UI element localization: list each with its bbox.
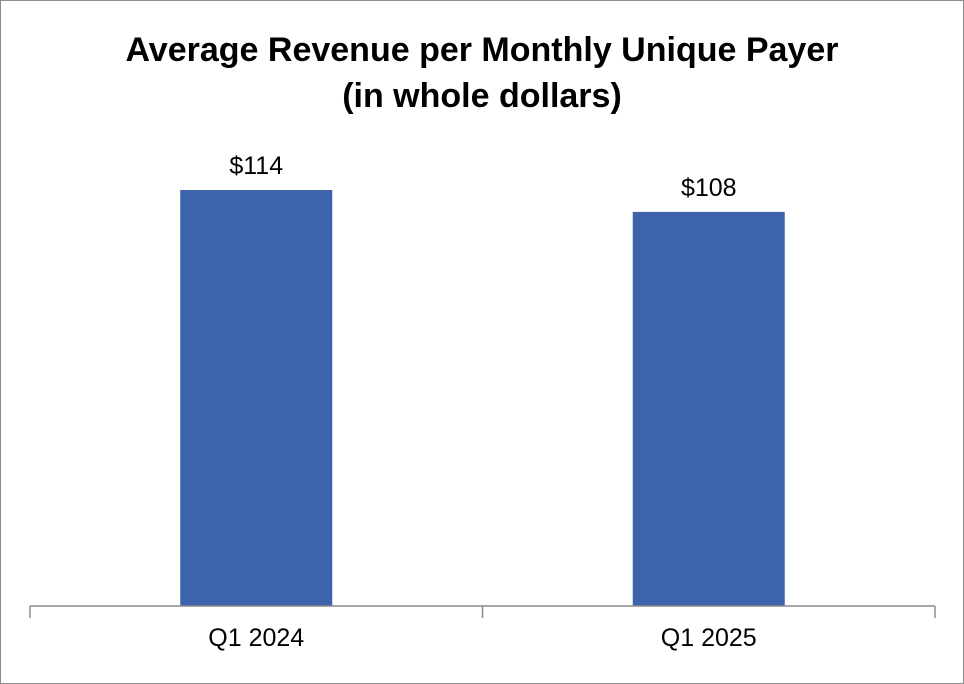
chart-subtitle: (in whole dollars) <box>342 77 622 115</box>
labels-group: $114 Q1 2024 $108 Q1 2025 <box>208 152 756 652</box>
bar-2 <box>632 211 785 607</box>
bar-1 <box>180 190 333 606</box>
x-tick-label-1: Q1 2024 <box>208 624 304 652</box>
x-axis <box>29 605 936 618</box>
bars-group <box>180 190 785 607</box>
data-label-1: $114 <box>229 152 283 180</box>
chart-title: Average Revenue per Monthly Unique Payer… <box>1 27 963 119</box>
x-tick-label-2: Q1 2025 <box>661 624 757 652</box>
data-label-2: $108 <box>681 174 737 202</box>
chart-title-line-1: Average Revenue per Monthly Unique Payer <box>125 31 839 69</box>
